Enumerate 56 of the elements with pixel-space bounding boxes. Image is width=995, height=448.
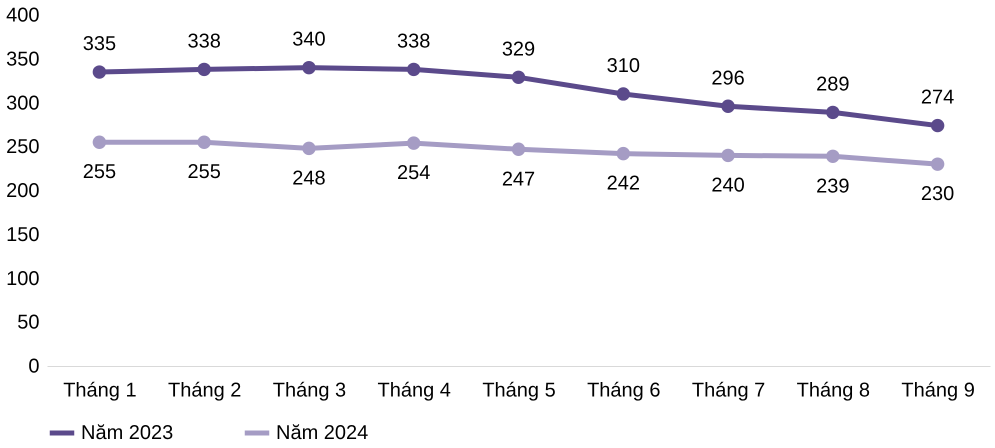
- point: [826, 106, 840, 120]
- data-label: 230: [920, 183, 954, 206]
- point: [512, 70, 526, 84]
- x-tick-label: Tháng 6: [587, 380, 660, 402]
- x-tick-label: Tháng 5: [482, 380, 556, 402]
- data-label: 239: [816, 175, 850, 198]
- data-label: 296: [711, 67, 745, 90]
- point: [616, 87, 630, 101]
- y-tick-label: 150: [6, 224, 40, 246]
- y-tick-label: 50: [17, 312, 40, 334]
- x-tick-label: Tháng 2: [168, 380, 242, 402]
- y-tick-label: 250: [6, 136, 40, 158]
- x-tick-label: Tháng 8: [796, 380, 870, 402]
- point: [826, 150, 840, 163]
- point: [930, 157, 944, 171]
- point: [197, 62, 211, 76]
- legend-label: Năm 2023: [81, 422, 174, 444]
- point: [512, 142, 526, 156]
- data-label: 254: [397, 162, 430, 184]
- data-label: 335: [82, 33, 116, 56]
- data-label: 340: [292, 28, 326, 51]
- point: [721, 100, 735, 113]
- x-tick-label: Tháng 1: [63, 380, 137, 402]
- data-label: 247: [502, 168, 536, 190]
- x-tick-label: Tháng 9: [901, 380, 975, 402]
- data-label: 242: [606, 172, 640, 195]
- data-label: 289: [816, 73, 850, 96]
- data-label: 248: [292, 167, 326, 190]
- data-label: 255: [187, 161, 221, 184]
- data-label: 274: [920, 86, 954, 109]
- point: [407, 62, 420, 76]
- point: [616, 146, 630, 160]
- x-tick-label: Tháng 4: [378, 380, 451, 402]
- point: [302, 60, 316, 74]
- point: [92, 65, 106, 79]
- data-label: 338: [397, 30, 430, 52]
- x-tick-label: Tháng 7: [692, 380, 766, 402]
- y-tick-label: 100: [6, 268, 40, 290]
- point: [302, 142, 316, 156]
- point: [197, 136, 211, 149]
- point: [721, 148, 735, 162]
- data-label: 240: [711, 174, 745, 196]
- data-label: 329: [502, 38, 536, 60]
- data-label: 310: [606, 54, 640, 77]
- point: [930, 118, 944, 132]
- y-tick-label: 200: [6, 180, 40, 202]
- y-tick-label: 350: [6, 48, 40, 70]
- y-tick-label: 0: [28, 356, 40, 378]
- y-tick-label: 300: [6, 92, 40, 114]
- legend-label: Năm 2024: [276, 422, 368, 444]
- x-tick-label: Tháng 3: [272, 380, 346, 402]
- data-label: 338: [187, 30, 221, 52]
- point: [92, 136, 106, 149]
- y-tick-label: 400: [6, 4, 40, 26]
- data-label: 255: [82, 161, 116, 184]
- point: [407, 136, 420, 150]
